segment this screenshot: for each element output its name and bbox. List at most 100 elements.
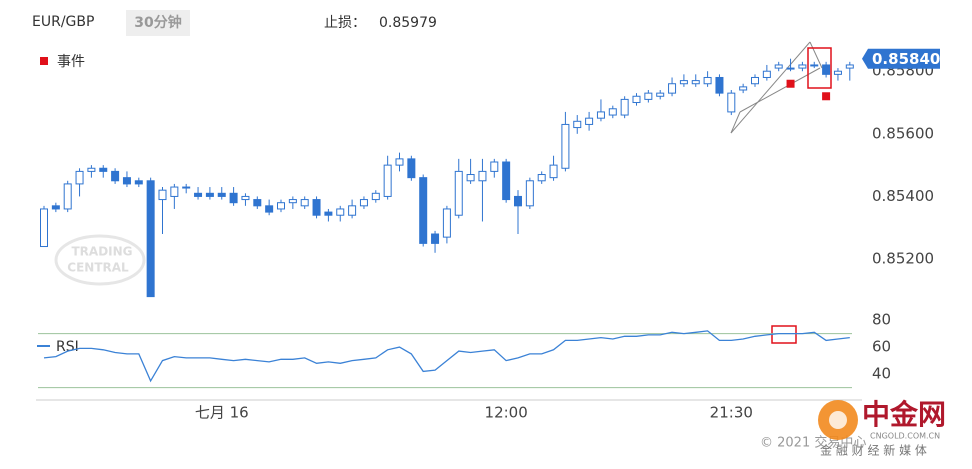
candle-body xyxy=(739,86,748,91)
candle-body xyxy=(51,205,60,210)
rsi-line xyxy=(43,330,850,383)
candle-body xyxy=(751,76,759,85)
event-marker xyxy=(822,92,831,101)
candle-body xyxy=(217,192,226,197)
x-tick-label: 21:30 xyxy=(710,404,753,422)
legend-swatch xyxy=(40,57,48,65)
candle-body xyxy=(774,64,783,69)
candle-body xyxy=(727,92,736,113)
x-tick-label: 七月 16 xyxy=(195,404,249,422)
candle-body xyxy=(845,64,854,69)
candle-body xyxy=(336,208,345,216)
last-price-tag xyxy=(862,48,940,69)
candle-body xyxy=(265,205,274,213)
stop-loss-value: 0.85979 xyxy=(379,15,437,31)
brand-domain: CNGOLD.COM.CN xyxy=(870,432,940,441)
watermark: CENTRAL xyxy=(67,261,129,275)
candle-body xyxy=(122,177,131,185)
candle-body xyxy=(288,199,297,204)
candle-body xyxy=(359,199,368,207)
candle-body xyxy=(407,158,416,179)
candle-body xyxy=(241,195,250,201)
candle-body xyxy=(632,95,641,104)
rsi-tick-label: 60 xyxy=(872,338,891,356)
candle-body xyxy=(596,111,605,119)
candle-body xyxy=(146,180,155,298)
rsi-tick-label: 40 xyxy=(872,365,891,383)
candle-body xyxy=(703,76,712,85)
candle-body xyxy=(229,192,238,204)
candle-body xyxy=(833,70,842,75)
candle-body xyxy=(158,189,167,201)
channel-line xyxy=(730,111,741,134)
candle-body xyxy=(40,208,48,248)
candle-body xyxy=(585,117,594,125)
channel-line xyxy=(809,41,823,69)
candle-body xyxy=(644,92,653,100)
candle-body xyxy=(348,205,357,216)
candle-body xyxy=(75,170,84,185)
candle-body xyxy=(715,76,724,94)
watermark-ring xyxy=(54,234,146,286)
candle-body xyxy=(798,64,807,69)
candle-body xyxy=(324,211,333,216)
y-tick-label: 0.85600 xyxy=(872,124,934,142)
x-tick-label: 12:00 xyxy=(485,404,528,422)
candle-body xyxy=(63,183,72,210)
candle-body xyxy=(810,64,819,67)
interval: 30分钟 xyxy=(134,14,181,31)
candle-body xyxy=(762,70,771,78)
candle-body xyxy=(383,164,392,197)
rsi-tick-label: 80 xyxy=(872,311,891,329)
candle-body xyxy=(277,202,285,210)
candle-body xyxy=(786,67,795,70)
candle-body xyxy=(205,192,214,197)
candle-body xyxy=(99,167,108,172)
candle-body xyxy=(170,186,179,197)
candle-body xyxy=(87,167,96,172)
candle-body xyxy=(442,208,451,238)
y-tick-label: 0.85400 xyxy=(872,187,934,205)
candle-body xyxy=(454,170,463,216)
candle-body xyxy=(371,192,380,201)
brand-slogan: 金 融 财 经 新 媒 体 xyxy=(820,443,927,458)
candle-body xyxy=(111,170,120,182)
interval-box xyxy=(126,10,190,36)
candle-body xyxy=(194,192,203,197)
candle-body xyxy=(537,174,546,182)
candle-body xyxy=(608,108,617,116)
candle-body xyxy=(502,161,511,201)
legend-label: 事件 xyxy=(57,54,85,70)
rsi-legend-label: RSI xyxy=(56,339,79,355)
candle-body xyxy=(300,199,309,207)
candle-body xyxy=(478,170,487,182)
candle-body xyxy=(679,80,688,85)
candle-body xyxy=(573,120,582,129)
candle-body xyxy=(561,123,570,169)
candle-body xyxy=(525,180,534,207)
stop-loss-label: 止损： xyxy=(324,15,366,31)
candle-body xyxy=(691,80,700,85)
event-marker xyxy=(786,79,795,88)
candle-body xyxy=(419,177,428,244)
candle-body xyxy=(514,195,522,207)
candle-body xyxy=(395,158,404,166)
candle-body xyxy=(134,180,143,185)
candle-body xyxy=(312,199,321,216)
last-price-label: 0.85840 xyxy=(872,50,940,68)
candle-body xyxy=(182,186,191,189)
candle-body xyxy=(668,83,677,94)
pattern-box xyxy=(807,47,832,89)
watermark: TRADING xyxy=(71,245,132,259)
brand: 中金网 xyxy=(862,398,946,431)
logo-inner xyxy=(829,411,847,429)
candle-body xyxy=(656,92,665,97)
candle-body xyxy=(466,174,475,182)
candle-body xyxy=(431,233,440,244)
channel-line xyxy=(730,41,811,134)
candle-body xyxy=(822,64,831,75)
candle-body xyxy=(490,161,499,172)
candle-body xyxy=(620,98,629,116)
y-tick-label: 0.85200 xyxy=(872,250,934,268)
